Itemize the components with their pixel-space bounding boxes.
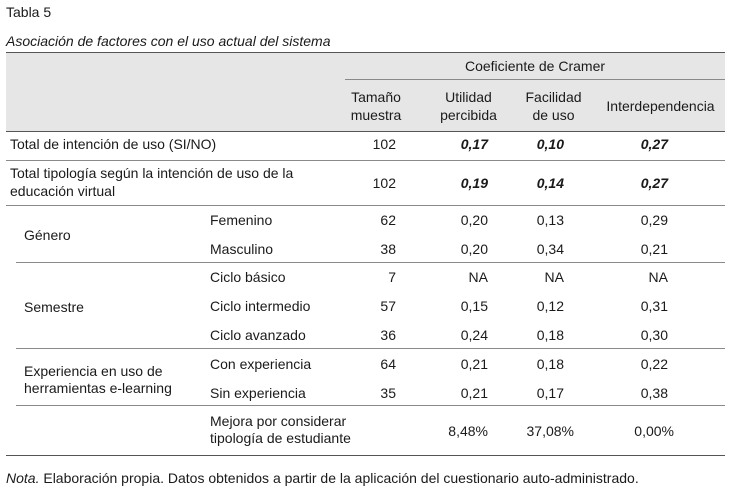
cell-interdependencia: 0,31 [640, 298, 668, 314]
header-rule [6, 131, 725, 132]
row-sublabel: Con experiencia [210, 356, 312, 372]
group-label-experiencia-1: Experiencia en uso de [24, 363, 163, 379]
cell-utilidad: 0,21 [460, 356, 488, 372]
cell-facilidad: 0,18 [536, 356, 564, 372]
row-sublabel: Femenino [210, 212, 273, 228]
cell-interdependencia: 0,22 [640, 356, 668, 372]
cell-facilidad: 0,12 [536, 298, 564, 314]
row-sublabel: Ciclo avanzado [210, 327, 306, 343]
cell-utilidad: 0,24 [460, 327, 488, 343]
cell-n: 62 [380, 212, 396, 228]
row-rule [16, 405, 725, 406]
header-band [6, 52, 725, 131]
cell-n: 36 [380, 327, 396, 343]
cell-utilidad: 0,20 [460, 241, 488, 257]
cell-utilidad: 0,20 [460, 212, 488, 228]
cell-n: 7 [388, 269, 396, 285]
cell-n: 38 [380, 241, 396, 257]
cell-utilidad: 8,48% [448, 423, 488, 439]
cell-interdependencia: 0,00% [634, 423, 674, 439]
table-note: Nota. Elaboración propia. Datos obtenido… [6, 470, 639, 486]
cell-utilidad: NA [468, 269, 488, 285]
header-group-label: Coeficiente de Cramer [464, 58, 606, 74]
row-rule [16, 262, 725, 263]
group-rule [345, 79, 725, 80]
row-sublabel: Masculino [210, 241, 274, 257]
cell-interdependencia: 0,27 [640, 136, 668, 152]
note-text: Elaboración propia. Datos obtenidos a pa… [39, 470, 639, 486]
cell-interdependencia: 0,27 [640, 175, 668, 191]
group-label-genero: Género [24, 227, 71, 243]
row-sublabel: Ciclo básico [210, 269, 286, 285]
cell-interdependencia: 0,29 [640, 212, 668, 228]
cell-interdependencia: 0,30 [640, 327, 668, 343]
table-label: Tabla 5 [6, 4, 52, 20]
row-rule [6, 160, 725, 161]
row-label-line2: educación virtual [10, 183, 116, 199]
group-label-experiencia-2: herramientas e-learning [24, 380, 172, 396]
header-col-interdependencia: Interdependencia [606, 98, 715, 114]
cell-interdependencia: 0,21 [640, 241, 668, 257]
cell-interdependencia: NA [648, 269, 668, 285]
cell-n: 35 [380, 385, 396, 401]
cell-facilidad: 0,10 [536, 136, 564, 152]
row-sublabel: Ciclo intermedio [210, 298, 311, 314]
cell-utilidad: 0,15 [460, 298, 488, 314]
cell-n: 64 [380, 356, 396, 372]
cell-utilidad: 0,17 [460, 136, 488, 152]
top-rule [6, 52, 725, 53]
cell-n: 57 [380, 298, 396, 314]
header-col-facilidad-1: Facilidad [525, 89, 582, 105]
header-col-muestra-1: Tamaño [351, 89, 401, 105]
header-col-utilidad-2: percibida [440, 107, 497, 123]
cell-utilidad: 0,19 [460, 175, 488, 191]
row-sublabel-line2: tipología de estudiante [210, 430, 351, 446]
row-label: Total de intención de uso (SI/NO) [10, 136, 217, 152]
cell-facilidad: 0,18 [536, 327, 564, 343]
group-label-semestre: Semestre [24, 299, 84, 315]
cell-interdependencia: 0,38 [640, 385, 668, 401]
row-label-line1: Total tipología según la intención de us… [10, 165, 294, 181]
row-rule [16, 348, 725, 349]
row-sublabel: Sin experiencia [210, 385, 306, 401]
header-col-utilidad-1: Utilidad [445, 89, 492, 105]
row-sublabel-line1: Mejora por considerar [210, 413, 347, 429]
cell-utilidad: 0,21 [460, 385, 488, 401]
header-col-facilidad-2: de uso [532, 107, 575, 123]
table-title: Asociación de factores con el uso actual… [6, 33, 331, 49]
note-lead: Nota. [6, 470, 40, 486]
cell-facilidad: NA [544, 269, 564, 285]
cell-n: 102 [372, 175, 396, 191]
row-rule [6, 205, 725, 206]
cell-facilidad: 0,14 [536, 175, 564, 191]
bottom-rule [6, 455, 725, 456]
cell-facilidad: 0,13 [536, 212, 564, 228]
cell-n: 102 [372, 136, 396, 152]
cell-facilidad: 0,17 [536, 385, 564, 401]
header-col-muestra-2: muestra [350, 107, 402, 123]
cell-facilidad: 37,08% [526, 423, 574, 439]
cell-facilidad: 0,34 [536, 241, 564, 257]
